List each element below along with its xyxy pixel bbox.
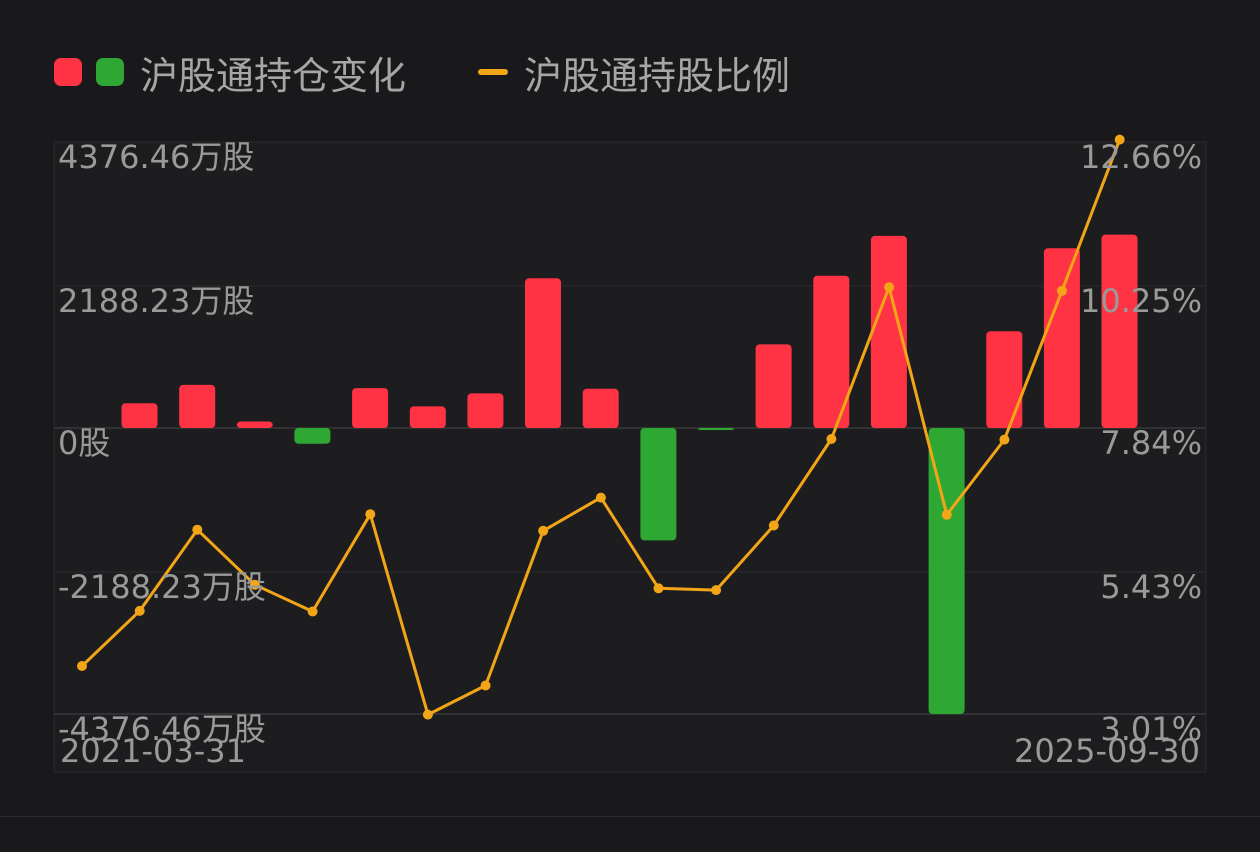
bar-4: [294, 428, 331, 444]
line-point-4: [249, 579, 260, 590]
left-tick-2: 2188.23万股: [58, 282, 254, 320]
left-tick-4: -2188.23万股: [58, 568, 266, 606]
line-point-7: [422, 709, 433, 720]
line-point-14: [826, 434, 837, 444]
bar-12: [755, 344, 792, 428]
bar-2: [179, 384, 216, 428]
line-point-5: [307, 606, 318, 617]
bottom-divider: [0, 816, 1260, 817]
bar-11: [698, 428, 734, 430]
legend: 沪股通持仓变化 沪股通持股比例: [54, 44, 790, 100]
bar-18: [1101, 234, 1138, 428]
right-tick-4: 5.43%: [1100, 568, 1202, 606]
right-tick-2: 10.25%: [1080, 282, 1202, 320]
axis-ticks: 4376.46万股 2188.23万股 0股 -2188.23万股 -4376.46万股…: [58, 138, 1202, 770]
bar-5: [352, 388, 389, 428]
bar-13: [813, 275, 850, 428]
legend-line-label: 沪股通持股比例: [524, 53, 791, 98]
legend-up-swatch: [54, 58, 82, 86]
bar-1: [121, 403, 158, 428]
legend-line-swatch: [478, 69, 509, 75]
legend-bar-label: 沪股通持仓变化: [140, 53, 407, 98]
bar-7: [467, 393, 504, 428]
line-point-9: [538, 525, 549, 536]
right-tick-3: 7.84%: [1100, 424, 1202, 462]
line-point-18: [1057, 285, 1067, 296]
left-tick-1: 4376.46万股: [58, 138, 254, 176]
x-label-end: 2025-09-30: [1014, 732, 1200, 770]
line-point-11: [653, 583, 664, 594]
left-tick-3: 0股: [58, 424, 110, 462]
line-series: [77, 134, 1125, 720]
line-point-6: [365, 509, 376, 520]
bar-16: [986, 331, 1023, 428]
bar-15: [928, 428, 965, 714]
bar-3: [236, 421, 273, 428]
bar-series: [121, 234, 1138, 714]
x-label-start: 2021-03-31: [60, 732, 246, 770]
line-point-12: [711, 585, 722, 596]
line-point-1: [77, 661, 87, 671]
bar-9: [582, 388, 619, 428]
line-point-2: [134, 605, 145, 616]
line-point-16: [941, 509, 952, 520]
right-tick-1: 12.66%: [1080, 138, 1202, 176]
bar-6: [409, 406, 446, 428]
line-point-10: [595, 492, 606, 503]
legend-down-swatch: [96, 58, 124, 86]
line-point-15: [884, 282, 895, 293]
right-tick-5: 3.01%: [1100, 710, 1202, 748]
line-point-19: [1114, 134, 1125, 145]
line-point-3: [192, 524, 203, 535]
bar-10: [640, 428, 677, 541]
line-point-13: [768, 520, 779, 531]
bar-17: [1043, 248, 1080, 428]
bar-8: [525, 278, 561, 428]
bar-14: [870, 235, 907, 428]
left-tick-5: -4376.46万股: [58, 710, 266, 748]
line-point-17: [999, 434, 1010, 445]
plot-area: [53, 141, 1207, 773]
line-point-8: [480, 680, 491, 691]
